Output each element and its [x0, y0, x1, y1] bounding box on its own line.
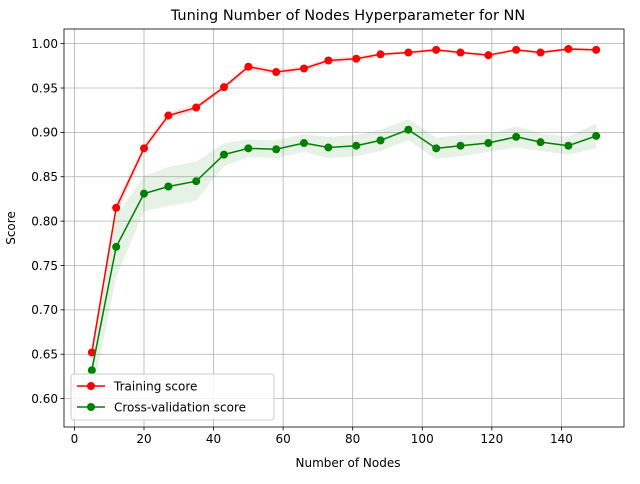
chart-title: Tuning Number of Nodes Hyperparameter fo…: [170, 8, 526, 24]
confidence-bands: [91, 47, 597, 397]
point-training: [192, 103, 201, 112]
point-cross-validation: [432, 144, 441, 153]
point-training: [244, 62, 253, 71]
point-cross-validation: [564, 141, 573, 150]
legend: Training score Cross-validation score: [70, 373, 275, 421]
y-tick-label: 0.80: [31, 214, 58, 228]
point-cross-validation: [456, 141, 465, 150]
line-training: [91, 48, 597, 353]
point-training: [456, 48, 465, 57]
point-cross-validation: [512, 132, 521, 141]
x-tick-label: 120: [480, 432, 503, 446]
legend-marker-training: [87, 382, 95, 390]
legend-label-cross-validation: Cross-validation score: [114, 401, 246, 415]
point-training: [404, 48, 413, 57]
point-cross-validation: [484, 139, 493, 148]
x-tick-label: 0: [71, 432, 79, 446]
point-cross-validation: [87, 366, 96, 375]
point-training: [432, 45, 441, 54]
x-tick-label: 40: [206, 432, 221, 446]
legend-label-training: Training score: [113, 380, 197, 394]
legend-marker-cross-validation: [87, 403, 95, 411]
point-cross-validation: [272, 145, 281, 154]
point-training: [376, 50, 385, 59]
x-tick-label: 60: [275, 432, 290, 446]
point-training: [272, 68, 281, 77]
x-tick-label: 80: [345, 432, 360, 446]
point-training: [512, 45, 521, 54]
point-training: [140, 144, 148, 153]
point-cross-validation: [352, 141, 361, 150]
point-training: [564, 44, 573, 53]
y-tick-label: 0.70: [31, 303, 58, 317]
y-axis-ticks: 0.60 0.65 0.70 0.75 0.80 0.85 0.90 0.95 1.00: [31, 37, 64, 406]
point-training: [484, 51, 493, 60]
point-training: [352, 54, 361, 63]
y-axis-label: Score: [4, 211, 18, 245]
y-tick-label: 0.75: [31, 259, 58, 273]
point-training: [300, 64, 308, 73]
point-cross-validation: [220, 150, 228, 159]
point-cross-validation: [592, 131, 601, 140]
x-axis-ticks: 0 20 40 60 80 100 120 140: [71, 427, 573, 446]
y-tick-label: 0.85: [31, 170, 58, 184]
line-cross-validation: [91, 128, 597, 371]
y-tick-label: 0.90: [31, 126, 58, 140]
point-cross-validation: [192, 177, 201, 186]
point-training: [324, 56, 333, 65]
point-training: [220, 83, 228, 92]
point-cross-validation: [536, 138, 545, 147]
point-cross-validation: [112, 242, 121, 251]
point-cross-validation: [300, 139, 308, 148]
y-tick-label: 0.95: [31, 81, 58, 95]
point-cross-validation: [404, 125, 413, 134]
series-lines: [87, 44, 601, 375]
y-tick-label: 1.00: [31, 37, 58, 51]
point-cross-validation: [376, 136, 385, 145]
point-cross-validation: [164, 182, 173, 191]
x-axis-label: Number of Nodes: [296, 456, 401, 470]
x-tick-label: 20: [136, 432, 151, 446]
point-training: [87, 348, 96, 357]
y-tick-label: 0.60: [31, 392, 58, 406]
plot-area-frame: [63, 28, 625, 428]
point-training: [112, 203, 121, 212]
point-training: [592, 45, 601, 54]
point-training: [164, 111, 173, 120]
band-cross-validation: [91, 119, 597, 397]
point-cross-validation: [244, 144, 253, 153]
y-tick-label: 0.65: [31, 348, 58, 362]
x-tick-label: 100: [411, 432, 434, 446]
point-training: [536, 48, 545, 57]
x-tick-label: 140: [550, 432, 573, 446]
point-cross-validation: [324, 143, 333, 152]
point-cross-validation: [140, 189, 148, 198]
legend-box: [70, 373, 275, 421]
